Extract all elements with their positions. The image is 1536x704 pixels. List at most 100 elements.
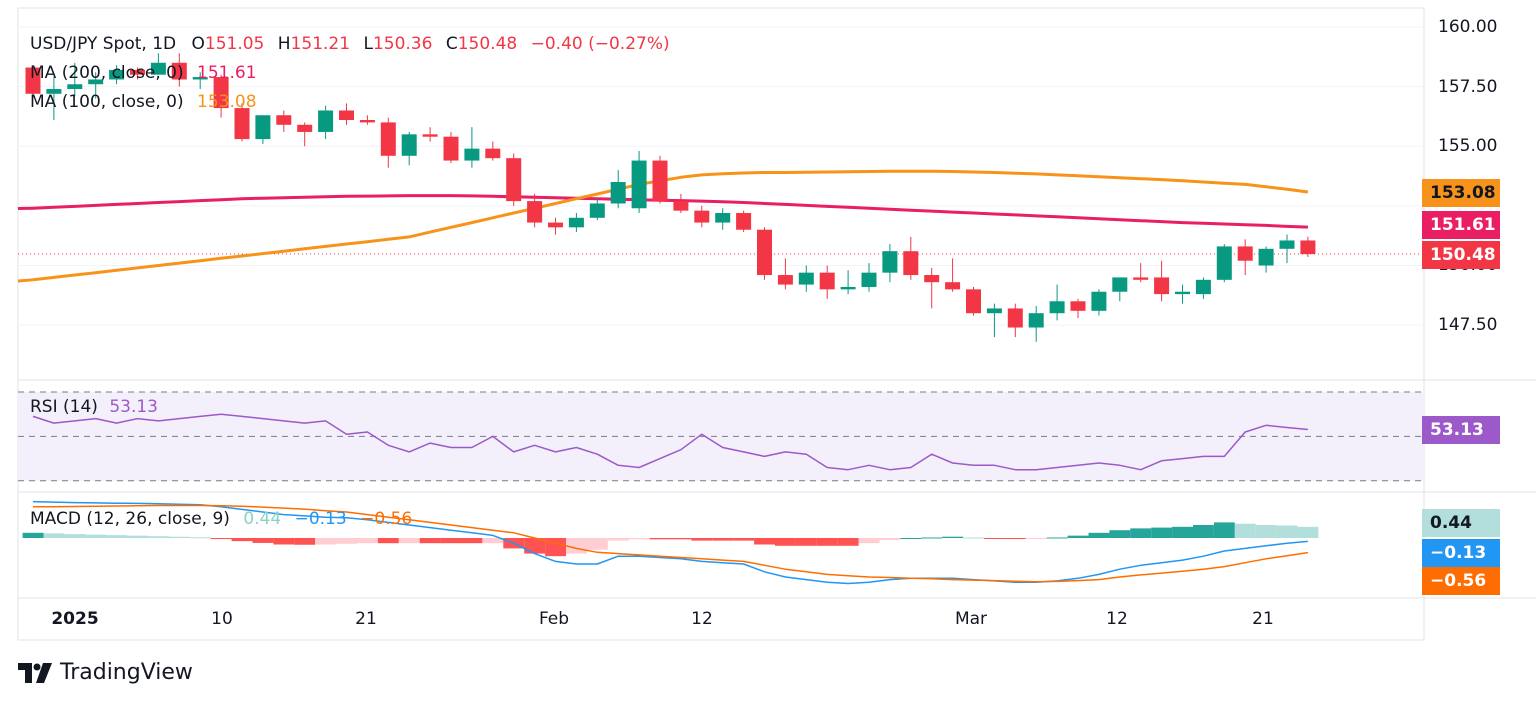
x-axis-label: Mar bbox=[954, 609, 988, 629]
macd-histogram-bar bbox=[127, 535, 148, 538]
close-label: C bbox=[445, 34, 458, 54]
macd-histogram-bar bbox=[816, 538, 838, 546]
macd-histogram-bar bbox=[524, 538, 546, 554]
macd-histogram-bar bbox=[336, 538, 357, 544]
candle bbox=[1007, 308, 1023, 328]
candle bbox=[610, 182, 626, 204]
candle bbox=[443, 136, 459, 161]
candle bbox=[882, 251, 898, 273]
macd-histogram-bar bbox=[712, 538, 734, 541]
candle bbox=[422, 134, 438, 137]
macd-histogram-bar bbox=[963, 537, 984, 539]
macd-histogram-bar bbox=[85, 534, 107, 538]
ma100-line bbox=[32, 169, 1309, 282]
candle bbox=[631, 160, 647, 209]
candle bbox=[694, 210, 710, 223]
macd-histogram-bar bbox=[168, 536, 190, 538]
symbol-legend: USD/JPY Spot, 1D O151.05 H151.21 L150.36… bbox=[30, 34, 670, 54]
ma100-value: 153.08 bbox=[197, 92, 257, 112]
brand-name: TradingView bbox=[60, 660, 193, 685]
macd-histogram-bar bbox=[482, 538, 504, 544]
macd-histogram-bar bbox=[670, 538, 692, 540]
rsi-label: RSI (14) bbox=[30, 397, 98, 417]
macd-histogram-bar bbox=[1088, 532, 1110, 538]
ma200-legend: MA (200, close, 0) 151.61 bbox=[30, 63, 257, 83]
macd-histogram-bar bbox=[43, 533, 65, 538]
candle bbox=[986, 308, 1002, 314]
candle bbox=[1070, 301, 1086, 311]
ma200-value: 151.61 bbox=[197, 63, 257, 83]
candle bbox=[359, 120, 375, 123]
macd-histogram-bar bbox=[984, 538, 1005, 539]
candle bbox=[1237, 246, 1253, 261]
candle bbox=[380, 122, 396, 156]
price-tick: 155.00 bbox=[1438, 136, 1498, 156]
symbol-title: USD/JPY Spot, 1D bbox=[30, 34, 177, 54]
macd-line bbox=[32, 500, 1308, 585]
macd-hist-value: 0.44 bbox=[243, 509, 282, 529]
candle bbox=[736, 213, 752, 230]
macd-histogram-bar bbox=[921, 537, 943, 539]
macd-histogram-bar bbox=[22, 532, 44, 538]
rsi-line bbox=[32, 413, 1308, 471]
macd-histogram-bar bbox=[1255, 525, 1277, 538]
candle bbox=[1300, 240, 1316, 255]
macd-histogram-bar bbox=[942, 536, 964, 538]
candle bbox=[318, 110, 334, 132]
candle bbox=[840, 286, 856, 290]
macd-histogram-bar bbox=[607, 538, 629, 541]
macd-histogram-bar bbox=[377, 538, 399, 544]
candle bbox=[464, 148, 480, 161]
candle bbox=[673, 201, 689, 211]
candle bbox=[276, 115, 292, 125]
rsi-value: 53.13 bbox=[109, 397, 158, 417]
macd-histogram-bar bbox=[754, 538, 775, 545]
macd-histogram-bar bbox=[691, 538, 713, 541]
candle bbox=[297, 124, 313, 132]
candle bbox=[568, 217, 584, 228]
change-value: −0.40 (−0.27%) bbox=[530, 34, 670, 54]
macd-histogram-bar bbox=[733, 538, 755, 541]
plot-frame bbox=[17, 7, 1425, 641]
high-value: 151.21 bbox=[290, 34, 351, 54]
x-axis-label: 2025 bbox=[51, 609, 99, 629]
candle bbox=[255, 115, 271, 140]
candle bbox=[88, 79, 104, 85]
open-value: 151.05 bbox=[204, 34, 265, 54]
candle bbox=[1258, 248, 1274, 266]
candle bbox=[213, 77, 229, 109]
ma100-line-start bbox=[17, 278, 34, 283]
candle bbox=[234, 108, 250, 140]
macd-label: MACD (12, 26, close, 9) bbox=[30, 509, 230, 529]
candle bbox=[1112, 277, 1128, 292]
macd-hist-tag: 0.44 bbox=[1422, 509, 1500, 537]
macd-tag: −0.13 bbox=[1422, 539, 1500, 567]
macd-histogram-bar bbox=[1193, 525, 1214, 538]
x-axis-label: 12 bbox=[691, 609, 713, 629]
ma200-label: MA (200, close, 0) bbox=[30, 63, 184, 83]
macd-histogram-bar bbox=[252, 538, 274, 543]
macd-histogram-bar bbox=[879, 538, 901, 541]
macd-histogram-bar bbox=[566, 538, 587, 554]
candle bbox=[1133, 277, 1149, 280]
candle bbox=[527, 201, 543, 223]
ma100-label: MA (100, close, 0) bbox=[30, 92, 184, 112]
macd-histogram-bar bbox=[586, 538, 608, 550]
candle bbox=[903, 251, 919, 276]
macd-histogram-bar bbox=[189, 537, 211, 539]
candle bbox=[67, 84, 83, 90]
low-value: 150.36 bbox=[372, 34, 433, 54]
macd-histogram-bar bbox=[1151, 527, 1173, 538]
candle bbox=[485, 148, 501, 159]
candle bbox=[1091, 291, 1107, 311]
macd-histogram-bar bbox=[231, 538, 253, 542]
candle bbox=[1154, 277, 1170, 295]
x-axis-label: 21 bbox=[355, 609, 377, 629]
macd-histogram-bar bbox=[1067, 535, 1089, 538]
candle bbox=[1279, 240, 1295, 249]
macd-histogram-bar bbox=[315, 538, 337, 545]
macd-line-value: −0.13 bbox=[294, 509, 347, 529]
candle bbox=[506, 158, 522, 202]
candle bbox=[548, 222, 563, 228]
